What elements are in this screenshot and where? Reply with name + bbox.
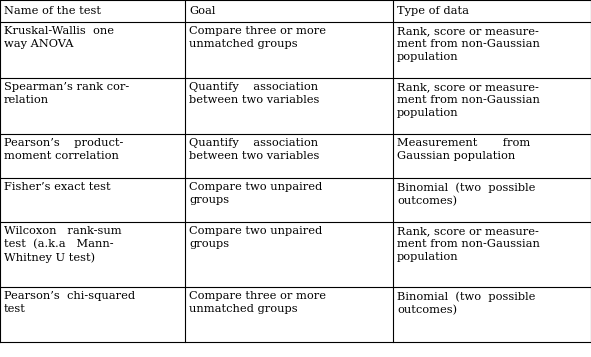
Text: Name of the test: Name of the test — [4, 6, 101, 16]
Text: Rank, score or measure-
ment from non-Gaussian
population: Rank, score or measure- ment from non-Ga… — [397, 26, 540, 62]
Text: Spearman’s rank cor-
relation: Spearman’s rank cor- relation — [4, 82, 129, 105]
Text: Goal: Goal — [189, 6, 215, 16]
Text: Pearson’s    product-
moment correlation: Pearson’s product- moment correlation — [4, 138, 124, 161]
Text: Rank, score or measure-
ment from non-Gaussian
population: Rank, score or measure- ment from non-Ga… — [397, 226, 540, 262]
Text: Compare three or more
unmatched groups: Compare three or more unmatched groups — [189, 26, 326, 49]
Text: Rank, score or measure-
ment from non-Gaussian
population: Rank, score or measure- ment from non-Ga… — [397, 82, 540, 117]
Text: Wilcoxon   rank-sum
test  (a.k.a   Mann-
Whitney U test): Wilcoxon rank-sum test (a.k.a Mann- Whit… — [4, 226, 122, 263]
Text: Compare three or more
unmatched groups: Compare three or more unmatched groups — [189, 291, 326, 314]
Text: Compare two unpaired
groups: Compare two unpaired groups — [189, 182, 322, 205]
Text: Binomial  (two  possible
outcomes): Binomial (two possible outcomes) — [397, 291, 535, 315]
Text: Pearson’s  chi-squared
test: Pearson’s chi-squared test — [4, 291, 135, 314]
Text: Fisher’s exact test: Fisher’s exact test — [4, 182, 111, 192]
Text: Quantify    association
between two variables: Quantify association between two variabl… — [189, 82, 319, 105]
Text: Compare two unpaired
groups: Compare two unpaired groups — [189, 226, 322, 249]
Text: Measurement       from
Gaussian population: Measurement from Gaussian population — [397, 138, 530, 161]
Text: Kruskal-Wallis  one
way ANOVA: Kruskal-Wallis one way ANOVA — [4, 26, 114, 49]
Text: Type of data: Type of data — [397, 6, 469, 16]
Text: Quantify    association
between two variables: Quantify association between two variabl… — [189, 138, 319, 161]
Text: Binomial  (two  possible
outcomes): Binomial (two possible outcomes) — [397, 182, 535, 206]
